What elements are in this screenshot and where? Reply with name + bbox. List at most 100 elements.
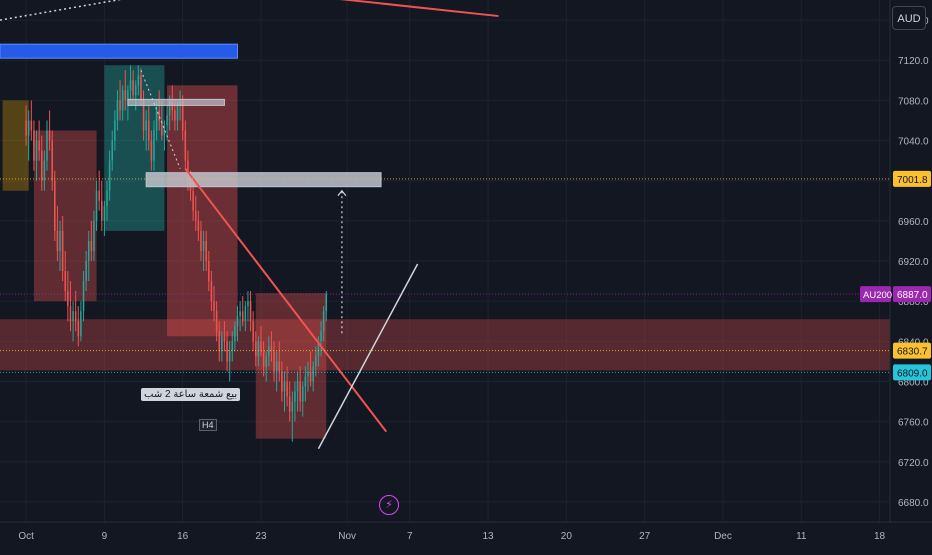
candle-body <box>275 361 278 372</box>
candle-body <box>103 205 106 221</box>
candle-body <box>54 180 56 231</box>
candle-body <box>145 120 147 131</box>
price-label-bg <box>893 170 931 187</box>
candle-body <box>93 220 95 251</box>
drawing-box <box>145 172 382 188</box>
candle-body <box>82 281 85 312</box>
candle-body <box>46 130 48 161</box>
candle-body <box>273 351 275 372</box>
symbol-tag-bg <box>860 286 891 303</box>
symbol-tag: AU200 <box>863 290 892 301</box>
price-label-bg <box>893 342 931 359</box>
price-tick-label: 6720.0 <box>898 458 929 469</box>
candle-body <box>77 321 80 337</box>
candle-body <box>197 220 200 231</box>
candle-body <box>296 381 299 392</box>
candle-body <box>307 371 309 377</box>
time-tick-label: 13 <box>483 531 495 542</box>
candle-body <box>239 311 241 317</box>
candle-body <box>80 311 82 337</box>
lightning-icon[interactable]: ⚡ <box>379 495 399 515</box>
trend-line <box>184 168 388 433</box>
time-tick-label: 20 <box>561 531 573 542</box>
candle-body <box>231 341 234 352</box>
candle-body <box>87 240 90 261</box>
candle-body <box>181 100 184 131</box>
candle-body <box>291 401 294 412</box>
price-label-bg <box>893 286 931 303</box>
price-tick-label: 7080.0 <box>898 96 929 107</box>
time-tick-label: Oct <box>18 531 34 542</box>
zone-rect <box>0 319 890 371</box>
candle-body <box>74 311 77 322</box>
candle-body <box>134 85 137 96</box>
candle-body <box>129 80 132 91</box>
candle-body <box>252 321 254 342</box>
candle-body <box>95 190 98 221</box>
currency-button[interactable]: AUD <box>892 6 926 30</box>
candle-body <box>158 110 160 121</box>
candle-body <box>48 130 51 141</box>
candle-body <box>69 306 72 322</box>
time-tick-label: 9 <box>102 531 108 542</box>
price-label: 6809.0 <box>897 368 928 379</box>
candle-body <box>30 120 33 131</box>
candle-body <box>150 140 153 161</box>
candle-body <box>257 341 260 357</box>
trend-line <box>339 0 499 18</box>
time-tick-label: 11 <box>796 531 807 542</box>
price-tick-label: 6960.0 <box>898 217 929 228</box>
zone-rect <box>255 293 327 439</box>
candle-body <box>166 115 168 126</box>
candle-body <box>215 311 218 332</box>
candle-body <box>221 336 223 352</box>
candle-body <box>176 105 179 121</box>
zones-layer <box>0 65 890 439</box>
candle-body <box>33 130 35 161</box>
candle-body <box>121 90 124 111</box>
price-tick-label: 6920.0 <box>898 257 929 268</box>
candle-body <box>317 341 320 357</box>
candle-body <box>38 140 40 151</box>
candle-body <box>288 396 291 412</box>
time-tick-label: 23 <box>255 531 267 542</box>
price-axis: 6680.06720.06760.06800.06840.06880.06920… <box>860 0 932 550</box>
price-lines <box>0 178 890 373</box>
time-tick-label: Nov <box>338 531 356 542</box>
time-tick-label: 16 <box>177 531 189 542</box>
candle-body <box>142 100 145 131</box>
candle-body <box>325 294 328 312</box>
price-tick-label: 7120.0 <box>898 56 929 67</box>
candle-body <box>40 150 43 181</box>
candle-body <box>208 261 210 282</box>
candle-body <box>286 381 288 397</box>
trend-line <box>317 263 419 450</box>
price-tick-label: 7040.0 <box>898 137 929 148</box>
candle-body <box>228 351 231 362</box>
price-axis-bg <box>890 0 932 550</box>
candle-body <box>85 261 87 282</box>
candle-body <box>283 381 286 392</box>
candle-body <box>294 391 296 402</box>
candle-body <box>234 326 236 342</box>
price-label: 6830.7 <box>897 347 928 358</box>
candle-body <box>249 301 252 322</box>
candle-body <box>116 100 119 121</box>
timeframe-annotation: H4 <box>199 419 217 431</box>
price-tick-label: 6680.0 <box>898 498 929 509</box>
price-label-bg <box>893 364 931 381</box>
candle-body <box>254 341 257 357</box>
candle-body <box>265 356 267 367</box>
candle-body <box>64 271 67 292</box>
candle-body <box>25 120 27 136</box>
candle-body <box>114 120 116 141</box>
price-tick-label: 6880.0 <box>898 297 929 308</box>
candle-body <box>59 230 61 251</box>
candle-body <box>213 301 215 312</box>
candle-body <box>200 230 202 251</box>
candle-body <box>161 120 163 136</box>
candle-body <box>155 110 158 131</box>
candle-body <box>61 230 64 272</box>
